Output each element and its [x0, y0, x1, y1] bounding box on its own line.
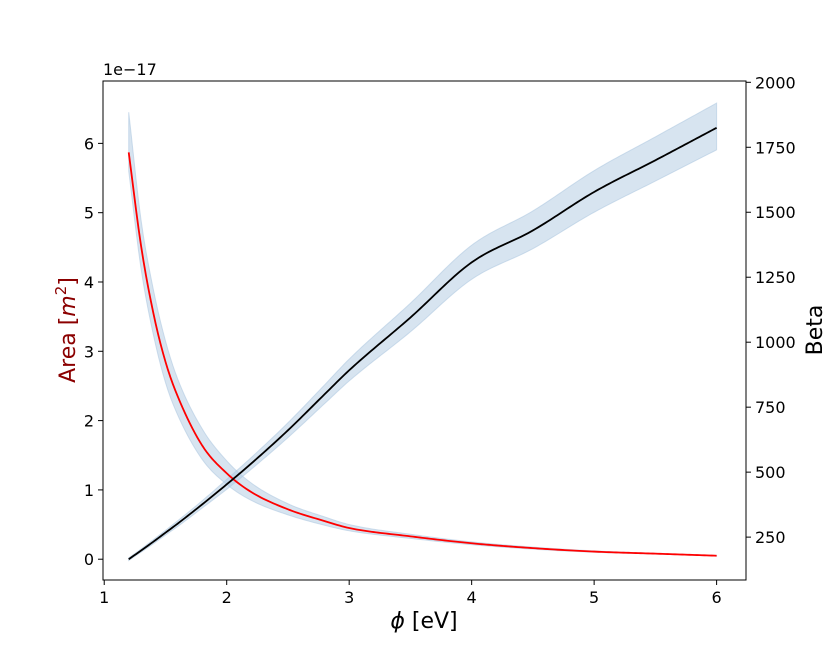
left-tick-label: 1	[84, 481, 94, 500]
right-tick-label: 2000	[755, 73, 796, 92]
right-tick-label: 250	[755, 528, 786, 547]
x-axis-label-symbol: ϕ	[390, 609, 405, 634]
left-axis-label-var: m	[56, 295, 81, 316]
left-tick-label: 4	[84, 273, 94, 292]
right-tick-label: 1000	[755, 333, 796, 352]
right-tick-label: 1500	[755, 203, 796, 222]
right-axis-label: Beta	[803, 305, 828, 356]
left-tick-label: 5	[84, 204, 94, 223]
plot-frame	[102, 80, 747, 581]
left-tick-label: 6	[84, 134, 94, 153]
right-tick-label: 500	[755, 463, 786, 482]
x-tick-label: 1	[99, 588, 109, 607]
x-tick-label: 5	[589, 588, 599, 607]
left-tick-label: 0	[84, 550, 94, 569]
x-axis-label-unit: [eV]	[405, 609, 458, 634]
x-axis-label: ϕ [eV]	[390, 609, 457, 634]
left-tick-label: 2	[84, 412, 94, 431]
x-tick-label: 6	[712, 588, 722, 607]
x-axis-ticks: 1 2 3 4 5 6	[99, 580, 722, 607]
right-tick-label: 1250	[755, 268, 796, 287]
left-axis-label: Area [m2]	[52, 277, 81, 383]
left-axis-label-text: Area [	[56, 317, 81, 383]
band-right	[128, 102, 718, 562]
left-axis-offset-label: 1e−17	[103, 60, 157, 79]
left-axis-label-exp: 2	[52, 286, 70, 296]
confidence-bands	[128, 102, 718, 562]
left-axis-label-close: ]	[56, 277, 81, 286]
x-tick-label: 4	[467, 588, 477, 607]
right-tick-label: 1750	[755, 138, 796, 157]
right-axis-ticks: 250 500 750 1000 1250 1500 1750 2000	[746, 73, 796, 547]
series-lines	[127, 126, 718, 560]
x-tick-label: 2	[222, 588, 232, 607]
series-line-right	[128, 126, 718, 560]
right-tick-label: 750	[755, 398, 786, 417]
left-axis-ticks: 0 1 2 3 4 5 6	[84, 134, 103, 569]
band-left	[128, 112, 718, 557]
x-tick-label: 3	[344, 588, 354, 607]
left-tick-label: 3	[84, 342, 94, 361]
series-line-left	[127, 152, 717, 557]
